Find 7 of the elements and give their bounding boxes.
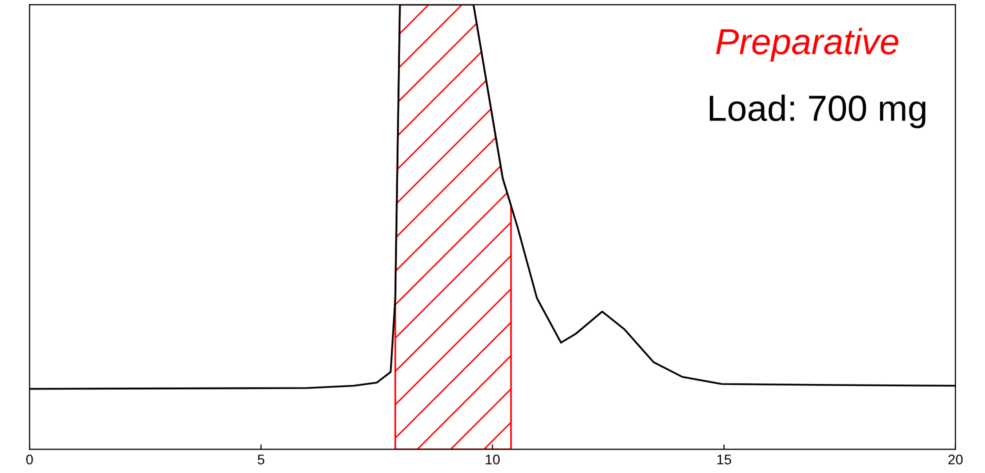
x-tick-label: 0 xyxy=(26,454,33,464)
x-tick-label: 10 xyxy=(486,454,500,464)
annotation: Preparative xyxy=(716,28,898,62)
x-tick-label: 5 xyxy=(258,454,264,464)
annotation: Load: 700 mg xyxy=(710,94,926,128)
x-tick-label: 20 xyxy=(948,454,963,464)
x-tick-label: 15 xyxy=(717,454,732,464)
